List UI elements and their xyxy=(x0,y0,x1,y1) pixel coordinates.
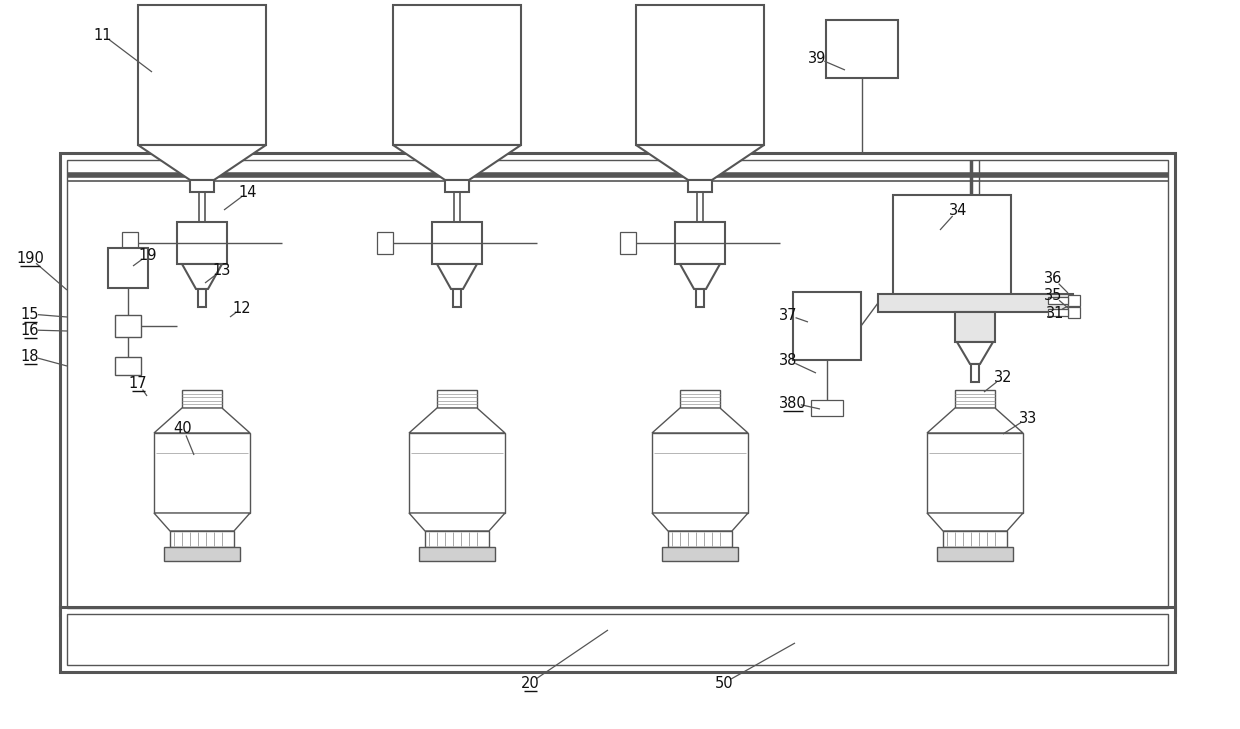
Text: 38: 38 xyxy=(779,353,797,367)
Bar xyxy=(198,289,206,307)
Bar xyxy=(409,433,505,513)
Bar xyxy=(971,364,980,382)
Bar xyxy=(955,312,994,342)
Bar xyxy=(436,390,477,408)
Bar xyxy=(67,160,1168,608)
Bar xyxy=(928,433,1023,513)
Polygon shape xyxy=(393,145,521,180)
Bar xyxy=(675,222,725,264)
Bar xyxy=(432,222,482,264)
Text: 34: 34 xyxy=(949,203,967,217)
Polygon shape xyxy=(680,264,720,289)
Bar xyxy=(377,232,393,254)
Bar xyxy=(425,531,489,547)
Bar xyxy=(696,289,704,307)
Bar xyxy=(60,607,1176,672)
Polygon shape xyxy=(138,145,267,180)
Bar xyxy=(190,180,215,192)
Bar xyxy=(108,248,148,288)
Polygon shape xyxy=(154,408,250,433)
Text: 20: 20 xyxy=(521,676,539,690)
Polygon shape xyxy=(652,513,748,531)
Text: 19: 19 xyxy=(139,248,157,262)
Polygon shape xyxy=(409,408,505,433)
Polygon shape xyxy=(436,264,477,289)
Bar xyxy=(445,180,469,192)
Text: 50: 50 xyxy=(714,676,733,690)
Bar xyxy=(115,357,141,375)
Bar xyxy=(60,153,1176,615)
Bar xyxy=(688,180,712,192)
Text: 35: 35 xyxy=(1044,287,1063,303)
Bar xyxy=(138,5,267,145)
Bar xyxy=(182,390,222,408)
Text: 17: 17 xyxy=(129,375,148,391)
Text: 13: 13 xyxy=(213,262,231,278)
Bar xyxy=(170,531,234,547)
Text: 39: 39 xyxy=(807,50,826,66)
Text: 15: 15 xyxy=(21,306,40,321)
Bar xyxy=(955,390,994,408)
Bar xyxy=(652,433,748,513)
Text: 36: 36 xyxy=(1044,270,1063,286)
Bar xyxy=(115,315,141,337)
Bar xyxy=(154,433,250,513)
Polygon shape xyxy=(928,408,1023,433)
Bar xyxy=(811,400,843,416)
Polygon shape xyxy=(154,513,250,531)
Bar xyxy=(942,531,1007,547)
Bar xyxy=(794,292,861,360)
Text: 380: 380 xyxy=(779,396,807,410)
Text: 18: 18 xyxy=(21,348,40,364)
Polygon shape xyxy=(957,342,993,364)
Bar xyxy=(668,531,732,547)
Bar xyxy=(1048,297,1068,304)
Bar xyxy=(67,614,1168,665)
Text: 32: 32 xyxy=(993,370,1012,384)
Text: 14: 14 xyxy=(239,184,257,200)
Bar xyxy=(636,5,764,145)
Bar xyxy=(662,547,738,561)
Text: 11: 11 xyxy=(94,28,113,42)
Bar xyxy=(453,289,461,307)
Text: 31: 31 xyxy=(1045,305,1064,321)
Text: 33: 33 xyxy=(1019,410,1037,426)
Bar xyxy=(893,195,1011,295)
Text: 40: 40 xyxy=(174,421,192,435)
Bar xyxy=(177,222,227,264)
Polygon shape xyxy=(636,145,764,180)
Text: 37: 37 xyxy=(779,308,797,322)
Text: 190: 190 xyxy=(16,251,43,265)
Text: 12: 12 xyxy=(233,300,252,316)
Bar xyxy=(826,20,898,78)
Bar xyxy=(164,547,241,561)
Bar xyxy=(1068,295,1080,306)
Bar xyxy=(878,294,1073,312)
Bar xyxy=(680,390,720,408)
Bar xyxy=(937,547,1013,561)
Polygon shape xyxy=(182,264,222,289)
Bar xyxy=(419,547,495,561)
Text: 16: 16 xyxy=(21,322,40,338)
Bar xyxy=(393,5,521,145)
Polygon shape xyxy=(409,513,505,531)
Bar xyxy=(620,232,636,254)
Polygon shape xyxy=(652,408,748,433)
Bar xyxy=(1048,309,1068,316)
Bar xyxy=(1068,307,1080,318)
Polygon shape xyxy=(928,513,1023,531)
Bar xyxy=(122,232,138,254)
